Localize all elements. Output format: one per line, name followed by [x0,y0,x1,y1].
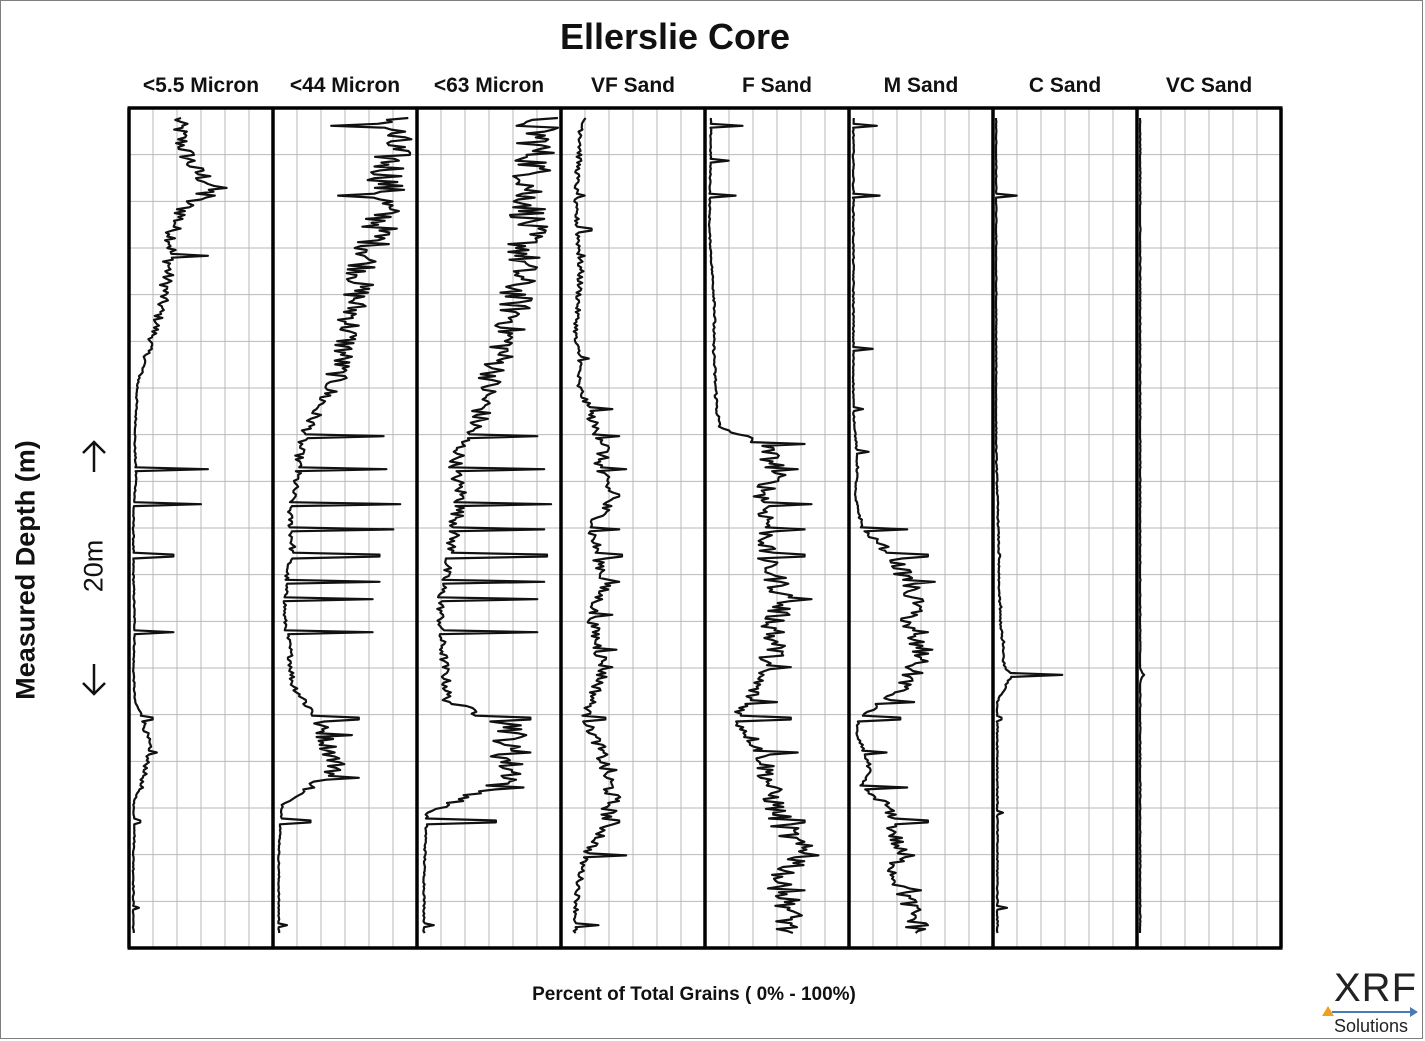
track-header: VF Sand [591,74,675,97]
track-header: M Sand [884,74,959,97]
track-header: C Sand [1029,74,1101,97]
logo-underline [1332,1011,1416,1013]
series-line-3 [572,117,628,934]
track-header: VC Sand [1166,74,1252,97]
track-header: F Sand [742,74,812,97]
series-line-1 [277,116,413,934]
logo-arrow-icon [1410,1007,1418,1017]
arrow-down-icon [82,664,106,696]
series-line-4 [707,117,820,935]
series-line-7 [1138,118,1146,933]
series-line-5 [851,117,936,934]
series-line-6 [994,118,1064,934]
logo-name: XRF [1334,966,1417,1010]
arrow-up-icon [82,440,106,472]
logo-tagline: Solutions [1334,1016,1409,1036]
x-axis-label: Percent of Total Grains ( 0% - 100%) [532,984,856,1005]
track-header: <44 Micron [290,74,400,97]
logo-triangle-icon [1322,1006,1334,1016]
track-header: <63 Micron [434,74,544,97]
series-line-0 [131,116,228,934]
xrf-logo: XRF Solutions [1318,966,1418,1038]
series-line-2 [422,116,560,934]
chart-title: Ellerslie Core [559,16,791,57]
track-header: <5.5 Micron [143,74,259,97]
